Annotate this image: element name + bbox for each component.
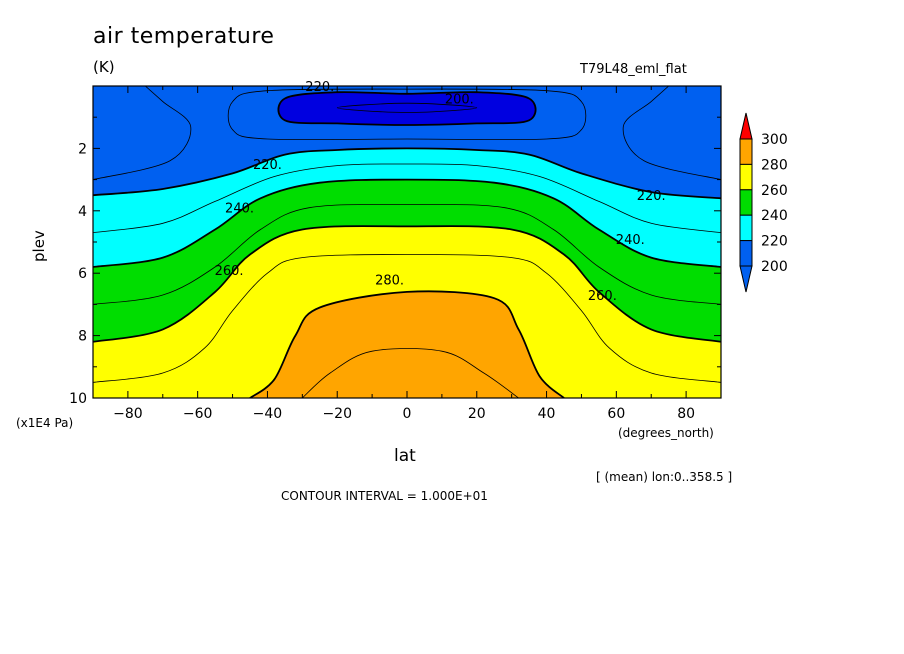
contour-label: 220.	[305, 80, 334, 95]
y-tick-label: 10	[69, 391, 87, 407]
colorbar-label: 220	[761, 234, 788, 250]
isoline-270	[93, 254, 721, 383]
x-tick-label: 80	[677, 406, 695, 422]
contour-label: 260.	[588, 289, 617, 304]
x-tick-label: −60	[183, 406, 213, 422]
isoline-250	[93, 204, 721, 305]
isoline-285	[302, 348, 519, 398]
colorbar-label: 240	[761, 208, 788, 224]
isoline-210	[622, 86, 721, 180]
contour-label: 220.	[253, 158, 282, 173]
colorbar-swatch	[739, 214, 753, 242]
units-label: (K)	[93, 58, 115, 76]
colorbar-label: 200	[761, 259, 788, 275]
x-tick-label: 20	[468, 406, 486, 422]
x-axis-label: lat	[394, 446, 416, 466]
contour-label: 200.	[445, 92, 474, 107]
isoline-240	[93, 178, 721, 268]
colorbar-extend-bottom	[739, 265, 753, 293]
colorbar-label: 300	[761, 132, 788, 148]
x-axis-ticks: −80 −60 −40 −20 0 20 40 60 80	[113, 86, 695, 422]
contour-label: 280.	[375, 273, 404, 288]
colorbar-swatch	[739, 138, 753, 165]
y-axis-units: (x1E4 Pa)	[16, 416, 74, 430]
colorbar-swatch	[739, 163, 753, 191]
fill-280-300	[250, 291, 564, 398]
contour-fills	[93, 86, 721, 398]
x-axis-units: (degrees_north)	[618, 426, 714, 440]
isoline-220	[93, 147, 721, 200]
contour-labels: 200. 220. 220. 220. 240. 240. 260. 260. 280.	[215, 80, 666, 304]
isoline-230	[93, 163, 721, 233]
y-tick-label: 6	[78, 266, 87, 282]
x-tick-label: 60	[607, 406, 625, 422]
x-tick-label: −20	[322, 406, 352, 422]
isoline-190	[336, 102, 478, 113]
isoline-210	[227, 88, 587, 141]
contour-label: 220.	[637, 189, 666, 204]
contour-label: 260.	[215, 264, 244, 279]
contour-label: 240.	[225, 202, 254, 217]
isoline-280	[249, 290, 565, 398]
y-tick-label: 2	[78, 141, 87, 157]
colorbar-swatch	[739, 189, 753, 216]
isoline-200	[277, 91, 537, 126]
colorbar-extend-top	[739, 112, 753, 140]
y-tick-label: 8	[78, 329, 87, 345]
x-tick-label: 40	[538, 406, 556, 422]
x-tick-label: −40	[253, 406, 283, 422]
colorbar-swatch	[739, 240, 753, 267]
experiment-label: T79L48_eml_flat	[580, 62, 687, 77]
isoline-210	[93, 86, 192, 180]
y-tick-label: 4	[78, 204, 87, 220]
contour-label: 240.	[616, 233, 645, 248]
chart-title: air temperature	[93, 24, 275, 49]
contour-interval-label: CONTOUR INTERVAL = 1.000E+01	[281, 489, 488, 503]
x-tick-label: −80	[113, 406, 143, 422]
y-axis-ticks: 2 4 6 8 10	[69, 116, 721, 407]
mean-label: [ (mean) lon:0..358.5 ]	[596, 470, 733, 484]
fill-below-200	[278, 92, 536, 125]
colorbar: 200 220 240 260 280 300	[739, 112, 788, 293]
isoline-260	[93, 225, 721, 343]
contour-lines	[93, 86, 721, 398]
x-tick-label: 0	[403, 406, 412, 422]
colorbar-label: 260	[761, 183, 788, 199]
colorbar-label: 280	[761, 157, 788, 173]
